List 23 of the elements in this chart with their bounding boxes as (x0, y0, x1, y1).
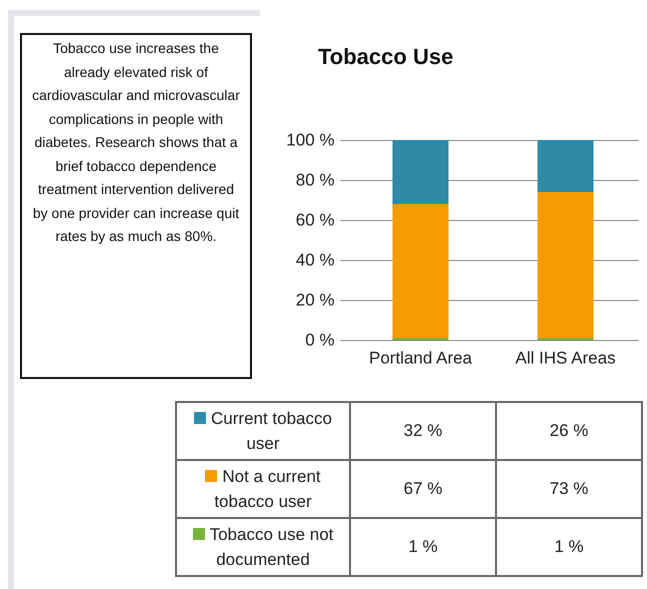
text: 1 % (408, 537, 438, 556)
y-tick-label: 0 % (305, 330, 334, 350)
bar (392, 140, 448, 204)
y-tick-label: 60 % (296, 210, 334, 230)
text: 73 % (550, 479, 588, 498)
text: 1 % (554, 537, 584, 556)
legend-label: Not a current tobacco user (176, 460, 350, 518)
y-tick-label: 100 % (286, 130, 334, 150)
x-tick-label: All IHS Areas (515, 348, 616, 368)
bar (538, 140, 594, 192)
legend-label: Current tobacco user (176, 402, 350, 460)
legend-label: Tobacco use not documented (176, 518, 350, 576)
bar (538, 192, 594, 338)
y-tick-label: 20 % (296, 290, 334, 310)
chart-title: Tobacco Use (318, 44, 454, 70)
bar (392, 204, 448, 338)
text: 26 % (550, 421, 588, 440)
text: Tobacco use increases the already elevated risk of cardiovascular and microvascular complications in people with diabetes. Research shows that a brief tobacco dependence treatment intervention delivered by one provider can increase quit rates by as much as 80%. (32, 40, 240, 244)
y-tick-label: 40 % (296, 250, 334, 270)
text: 32 % (404, 421, 442, 440)
x-tick-label: Portland Area (368, 348, 473, 368)
text: 67 % (404, 479, 442, 498)
y-tick-label: 80 % (296, 170, 334, 190)
